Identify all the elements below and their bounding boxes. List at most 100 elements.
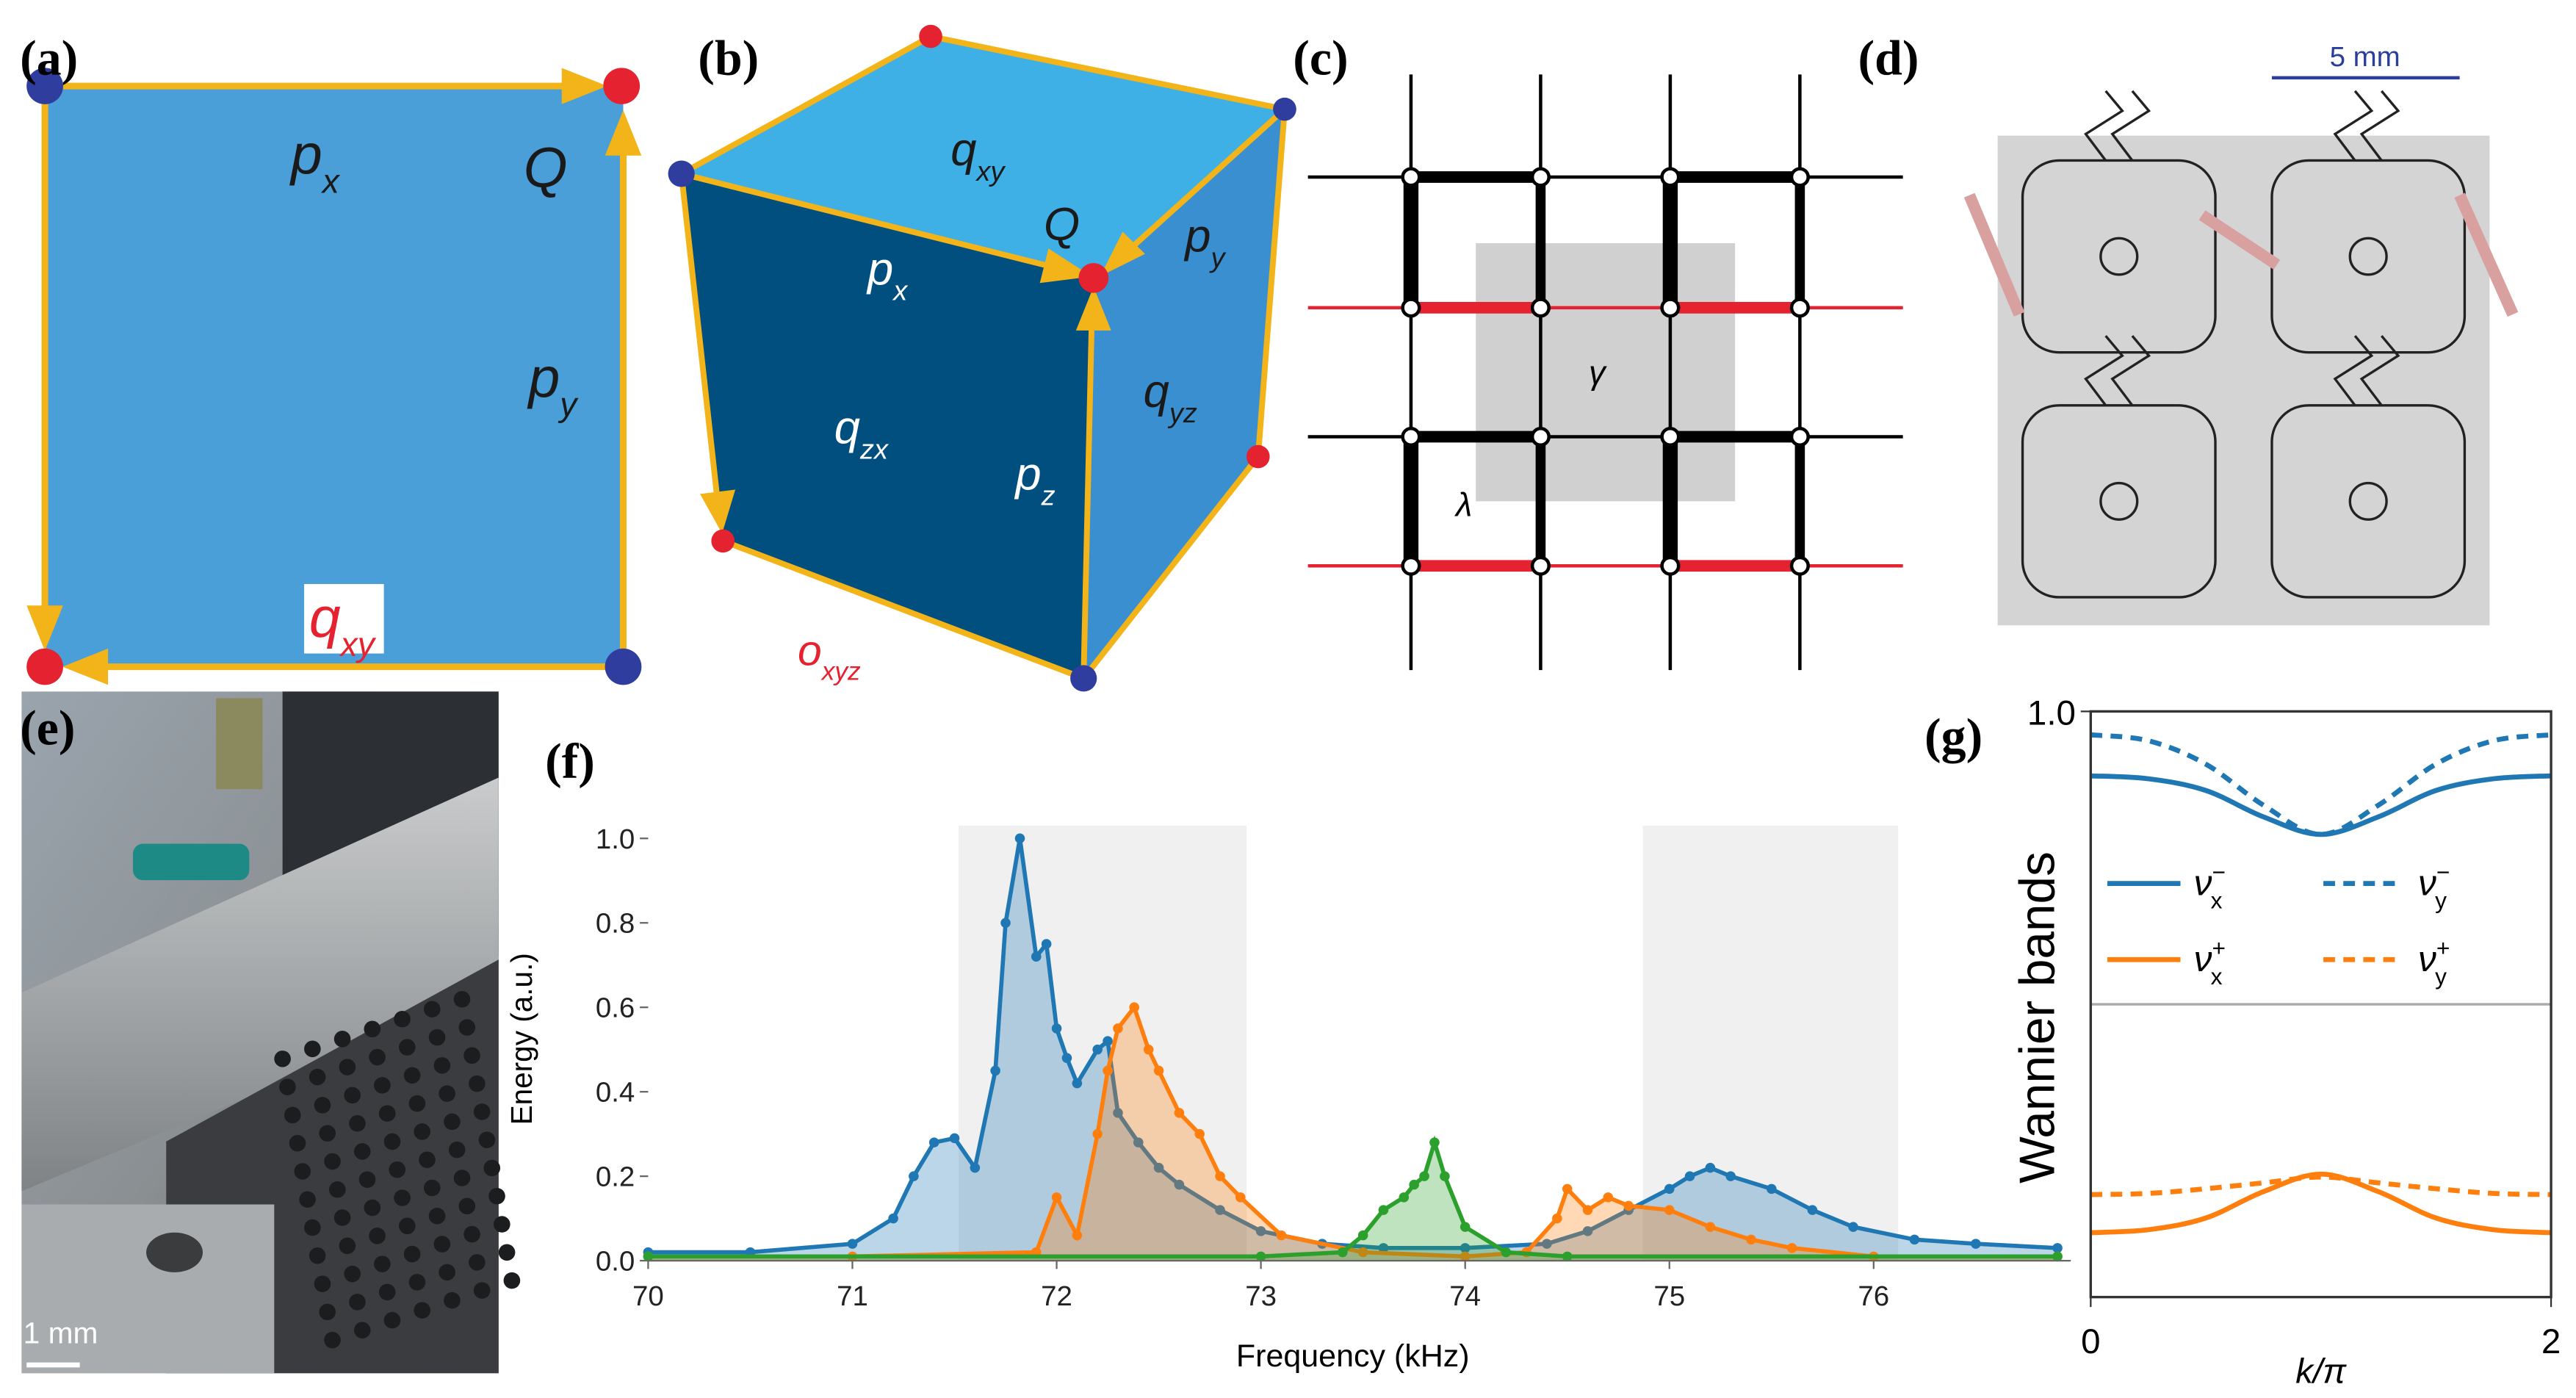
hole xyxy=(423,1179,441,1197)
legend-sup: + xyxy=(2212,935,2225,962)
x-tick-label: 76 xyxy=(1858,1280,1889,1312)
highlight xyxy=(2198,210,2281,270)
point xyxy=(1684,1171,1695,1181)
point xyxy=(847,1239,858,1249)
point xyxy=(1113,1023,1123,1034)
scale-label: 5 mm xyxy=(2330,41,2400,73)
point xyxy=(1409,1179,1419,1190)
hole xyxy=(503,1272,521,1289)
unit-cell xyxy=(1997,135,2490,626)
site xyxy=(1789,298,1810,318)
hole xyxy=(374,1255,391,1272)
hole xyxy=(279,1078,296,1095)
site xyxy=(1660,427,1681,447)
panel-label: (a) xyxy=(20,30,78,85)
symbol: oxyz xyxy=(798,627,861,685)
x-tick-label: 2 xyxy=(2541,1322,2561,1361)
legend-label: ν+ x xyxy=(2194,935,2226,990)
legend-label: ν− x xyxy=(2194,859,2226,913)
arrows xyxy=(678,33,1288,682)
line xyxy=(648,837,2058,1255)
point xyxy=(1460,1243,1471,1253)
x-tick-label: 74 xyxy=(1449,1280,1481,1312)
point xyxy=(1807,1205,1818,1215)
point xyxy=(1153,1065,1164,1076)
symbol-sub: zx xyxy=(859,435,890,466)
site xyxy=(1789,427,1810,447)
point xyxy=(1103,1036,1113,1046)
y-tick-label: 0.2 xyxy=(596,1161,635,1193)
hole xyxy=(344,1087,361,1104)
symbol: γ xyxy=(1589,354,1607,392)
point xyxy=(1215,1171,1225,1181)
point xyxy=(928,1137,939,1147)
hole xyxy=(473,1103,491,1120)
point xyxy=(1061,1053,1072,1063)
hole xyxy=(408,1274,426,1291)
hole xyxy=(364,1020,381,1038)
point xyxy=(1103,1065,1113,1076)
hole xyxy=(403,1245,421,1263)
hole xyxy=(463,1047,480,1064)
symbol: py xyxy=(1183,210,1226,273)
hole xyxy=(364,1199,381,1217)
hole xyxy=(389,1161,406,1178)
point xyxy=(1419,1171,1429,1181)
point xyxy=(1129,1002,1139,1012)
site xyxy=(1401,427,1421,447)
site xyxy=(1789,167,1810,187)
hole xyxy=(439,1264,455,1281)
x-axis-label: k/π xyxy=(2295,1352,2347,1391)
hole xyxy=(333,1031,351,1048)
hole xyxy=(289,1134,306,1152)
panel-label: (d) xyxy=(1858,30,1919,85)
symbol-sub: xy xyxy=(339,625,377,663)
point xyxy=(909,1171,919,1181)
hole xyxy=(378,1105,396,1122)
hole xyxy=(369,1228,386,1244)
legend-name: ν xyxy=(2194,862,2212,903)
legend-sup: − xyxy=(2212,859,2225,885)
point xyxy=(1623,1200,1634,1211)
hole xyxy=(444,1113,461,1131)
line xyxy=(2090,773,2552,837)
point xyxy=(1542,1239,1552,1249)
point xyxy=(1848,1222,1858,1232)
area xyxy=(648,838,2058,1261)
photo-inset-hole xyxy=(146,1232,203,1272)
scale-label: 1 mm xyxy=(24,1316,98,1350)
hole xyxy=(339,1059,356,1075)
point xyxy=(1276,1230,1287,1241)
point xyxy=(1552,1213,1562,1224)
legend-sup: + xyxy=(2436,935,2450,962)
square xyxy=(45,86,624,667)
highlight xyxy=(2454,192,2519,317)
hole xyxy=(444,1291,461,1309)
hole xyxy=(328,1181,346,1198)
legend-sub: x xyxy=(2211,887,2223,913)
symbol-base: o xyxy=(798,627,822,674)
point xyxy=(1746,1234,1756,1245)
point xyxy=(1153,1162,1164,1173)
symbol: qxy xyxy=(950,124,1006,187)
unit-cells xyxy=(1963,90,2519,626)
panel-label: (f) xyxy=(545,734,595,789)
symbol-sub: y xyxy=(558,386,579,424)
y-axis-label: Energy (a.u.) xyxy=(505,953,538,1125)
point xyxy=(1113,1108,1123,1118)
point xyxy=(1971,1239,1981,1249)
hole xyxy=(453,1170,471,1186)
symbol-sub: yz xyxy=(1167,398,1197,429)
hole xyxy=(353,1322,371,1338)
x-tick-label: 73 xyxy=(1245,1280,1277,1312)
legend-label: ν− y xyxy=(2418,859,2450,913)
x-tick-label: 70 xyxy=(632,1280,664,1312)
line xyxy=(2090,1174,2552,1197)
hole xyxy=(324,1153,341,1170)
hole xyxy=(498,1244,516,1261)
symbol: λ xyxy=(1454,486,1472,524)
hole xyxy=(463,1225,480,1243)
point xyxy=(1399,1192,1410,1203)
symbol: Q xyxy=(524,137,568,200)
